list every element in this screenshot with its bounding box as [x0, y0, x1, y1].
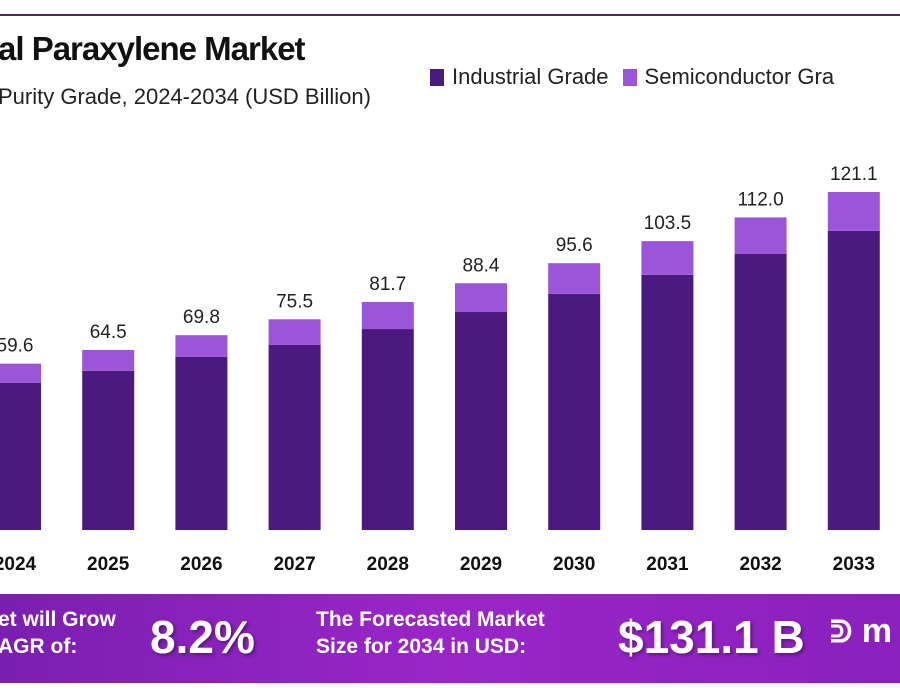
x-tick-label-2032: 2032	[739, 554, 781, 575]
data-label-2029: 88.4	[463, 255, 500, 276]
data-label-2025: 64.5	[90, 322, 127, 343]
bar-semiconductor-2033	[827, 192, 880, 231]
bar-industrial-2029	[455, 312, 507, 530]
bar-industrial-2027	[268, 344, 321, 530]
data-label-2031: 103.5	[644, 213, 692, 234]
cagr-value: 8.2%	[150, 611, 255, 663]
data-label-2030: 95.6	[556, 235, 593, 256]
forecast-text-line2: Size for 2034 in USD:	[316, 635, 527, 658]
top-divider	[0, 14, 900, 16]
x-tick-label-2030: 2030	[553, 554, 595, 575]
bar-semiconductor-2024	[0, 363, 41, 383]
bar-semiconductor-2027	[268, 319, 321, 345]
data-label-2024: 59.6	[0, 336, 33, 357]
forecast-text-line1: The Forecasted Market	[316, 608, 545, 631]
bar-industrial-2025	[82, 370, 135, 530]
cagr-text-line2: AGR of:	[0, 635, 78, 658]
x-tick-label-2031: 2031	[646, 554, 689, 575]
legend-item-industrial: Industrial Grade	[430, 64, 609, 90]
legend: Industrial Grade Semiconductor Gra	[430, 64, 848, 90]
bar-industrial-2024	[0, 382, 41, 530]
bar-industrial-2032	[734, 253, 787, 530]
bar-semiconductor-2025	[82, 349, 135, 371]
x-tick-label-2024: 2024	[0, 554, 37, 575]
x-tick-label-2029: 2029	[460, 554, 502, 575]
data-label-2028: 81.7	[369, 274, 406, 295]
x-tick-label-2033: 2033	[833, 554, 875, 575]
bar-industrial-2033	[827, 230, 880, 531]
legend-swatch-semiconductor	[622, 68, 637, 86]
brand-logo: ᕲ m	[830, 612, 892, 651]
summary-banner: et will Grow AGR of: 8.2% The Forecasted…	[0, 594, 900, 683]
bar-semiconductor-2028	[361, 301, 414, 330]
bar-industrial-2028	[361, 329, 414, 530]
logo-mark-icon: ᕲ	[830, 616, 853, 649]
forecast-value: $131.1 B	[618, 611, 805, 663]
bar-industrial-2026	[175, 356, 228, 530]
chart-title: al Paraxylene Market	[0, 30, 306, 67]
bar-semiconductor-2031	[641, 241, 694, 275]
bar-industrial-2031	[641, 274, 694, 530]
data-label-2026: 69.8	[183, 307, 220, 328]
bar-industrial-2030	[548, 293, 601, 530]
x-tick-label-2025: 2025	[87, 554, 130, 575]
bar-semiconductor-2029	[455, 283, 507, 313]
x-tick-label-2027: 2027	[273, 554, 315, 575]
data-label-2033: 121.1	[830, 164, 878, 185]
data-label-2032: 112.0	[738, 189, 784, 210]
legend-label-semiconductor: Semiconductor Gra	[644, 64, 835, 89]
legend-label-industrial: Industrial Grade	[452, 64, 609, 89]
bar-semiconductor-2026	[175, 335, 228, 357]
legend-item-semiconductor: Semiconductor Gra	[622, 64, 835, 90]
chart-subtitle: Purity Grade, 2024-2034 (USD Billion)	[0, 84, 371, 109]
legend-swatch-industrial	[430, 68, 444, 86]
x-tick-label-2026: 2026	[180, 554, 222, 575]
bar-semiconductor-2030	[548, 263, 601, 294]
data-label-2027: 75.5	[276, 291, 313, 312]
x-tick-label-2028: 2028	[367, 554, 409, 575]
logo-text: m	[861, 612, 893, 650]
bar-semiconductor-2032	[734, 217, 787, 254]
cagr-text-line1: et will Grow	[0, 608, 116, 631]
